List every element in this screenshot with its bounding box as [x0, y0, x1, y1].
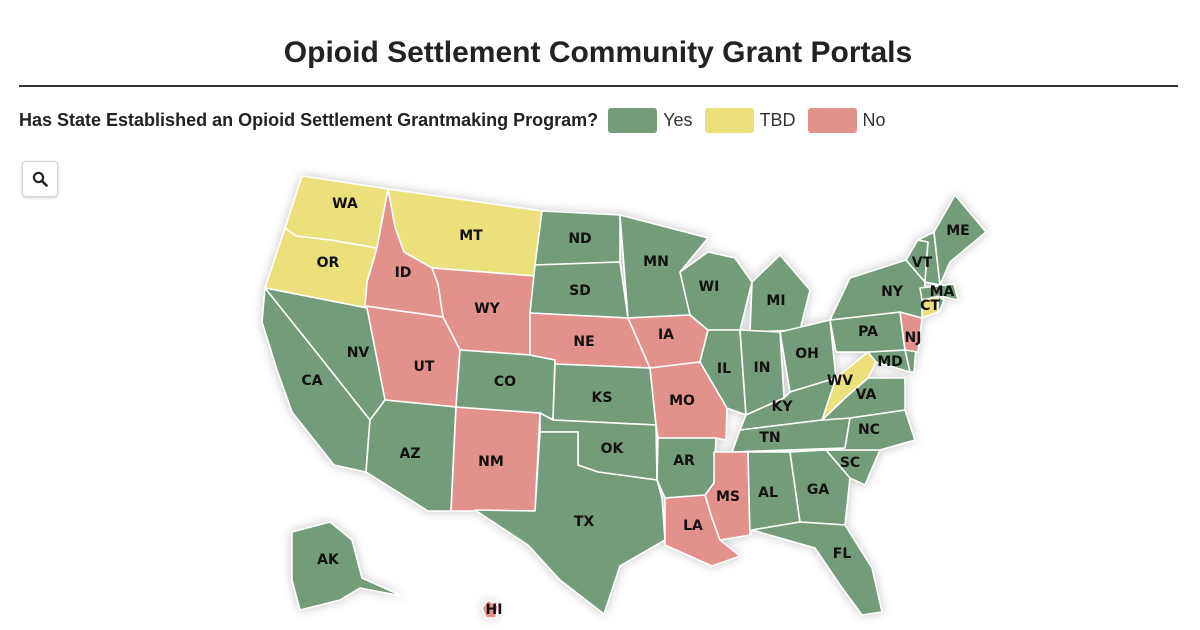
legend-item-yes[interactable]: Yes	[608, 107, 693, 133]
state-label-mo: MO	[669, 393, 695, 409]
state-label-sc: SC	[840, 455, 860, 471]
state-label-la: LA	[683, 518, 703, 534]
state-label-co: CO	[494, 374, 516, 390]
state-label-vt: VT	[912, 255, 933, 271]
state-label-tx: TX	[574, 514, 595, 530]
state-label-wa: WA	[332, 196, 358, 212]
state-label-al: AL	[758, 485, 778, 501]
legend-swatch-no	[807, 107, 857, 133]
us-choropleth-map: WA OR MT ID WY UT CA NV AZ NM CO ND SD NE KS OK TX MN IA MO…	[261, 175, 987, 619]
state-label-oh: OH	[795, 346, 819, 362]
state-label-wi: WI	[699, 279, 720, 295]
state-label-ne: NE	[573, 334, 594, 350]
state-label-nm: NM	[478, 454, 504, 470]
state-label-me: ME	[946, 223, 970, 239]
state-ma[interactable]	[919, 283, 959, 301]
state-ak[interactable]	[291, 521, 403, 611]
state-nh[interactable]	[917, 231, 941, 286]
title-divider	[19, 85, 1178, 87]
state-label-nj: NJ	[905, 330, 922, 346]
state-label-ga: GA	[807, 482, 829, 498]
legend: Has State Established an Opioid Settleme…	[19, 106, 898, 134]
state-label-ut: UT	[414, 359, 435, 375]
legend-label-no: No	[862, 109, 886, 130]
state-wi[interactable]	[679, 251, 753, 331]
state-il[interactable]	[699, 329, 747, 416]
state-label-mn: MN	[643, 254, 669, 270]
legend-label-tbd: TBD	[759, 109, 796, 130]
state-label-ky: KY	[772, 399, 794, 415]
state-label-nv: NV	[347, 345, 370, 361]
state-me[interactable]	[933, 194, 987, 286]
search-icon	[32, 171, 48, 187]
state-label-va: VA	[856, 387, 877, 403]
state-label-or: OR	[317, 255, 340, 271]
state-label-ny: NY	[881, 284, 904, 300]
state-label-ar: AR	[673, 453, 695, 469]
state-label-fl: FL	[833, 546, 852, 562]
state-label-pa: PA	[858, 324, 878, 340]
state-hi[interactable]	[481, 599, 499, 619]
state-label-ma: MA	[930, 284, 955, 300]
state-tx[interactable]	[474, 431, 666, 615]
search-button[interactable]	[22, 161, 58, 197]
state-label-id: ID	[395, 265, 412, 281]
legend-item-tbd[interactable]: TBD	[704, 107, 796, 133]
state-label-in: IN	[754, 360, 771, 376]
state-label-wy: WY	[474, 301, 500, 317]
legend-label-yes: Yes	[663, 109, 693, 130]
state-label-ia: IA	[658, 327, 674, 343]
state-label-mt: MT	[459, 228, 483, 244]
state-label-ca: CA	[301, 373, 322, 389]
state-label-nc: NC	[858, 422, 880, 438]
state-label-tn: TN	[759, 430, 780, 446]
state-label-ks: KS	[592, 390, 613, 406]
state-mi[interactable]	[749, 254, 811, 333]
state-ga[interactable]	[789, 449, 851, 526]
legend-swatch-yes	[608, 107, 658, 133]
state-label-mi: MI	[766, 293, 785, 309]
state-label-il: IL	[717, 361, 731, 377]
legend-question: Has State Established an Opioid Settleme…	[19, 109, 599, 130]
map-title: Opioid Settlement Community Grant Portal…	[283, 36, 913, 69]
state-label-az: AZ	[400, 446, 421, 462]
legend-item-no[interactable]: No	[807, 107, 886, 133]
legend-swatch-tbd	[704, 107, 754, 133]
state-label-ak: AK	[317, 552, 340, 568]
state-label-ms: MS	[716, 489, 740, 505]
state-label-ok: OK	[601, 441, 625, 457]
state-fl[interactable]	[751, 521, 883, 616]
state-label-md: MD	[877, 354, 903, 370]
state-label-wv: WV	[827, 373, 853, 389]
state-ri[interactable]	[937, 295, 945, 313]
state-label-ct: CT	[920, 298, 940, 314]
state-ny[interactable]	[829, 259, 926, 321]
state-label-nd: ND	[568, 231, 591, 247]
state-label-hi: HI	[486, 602, 503, 618]
state-label-sd: SD	[569, 283, 591, 299]
